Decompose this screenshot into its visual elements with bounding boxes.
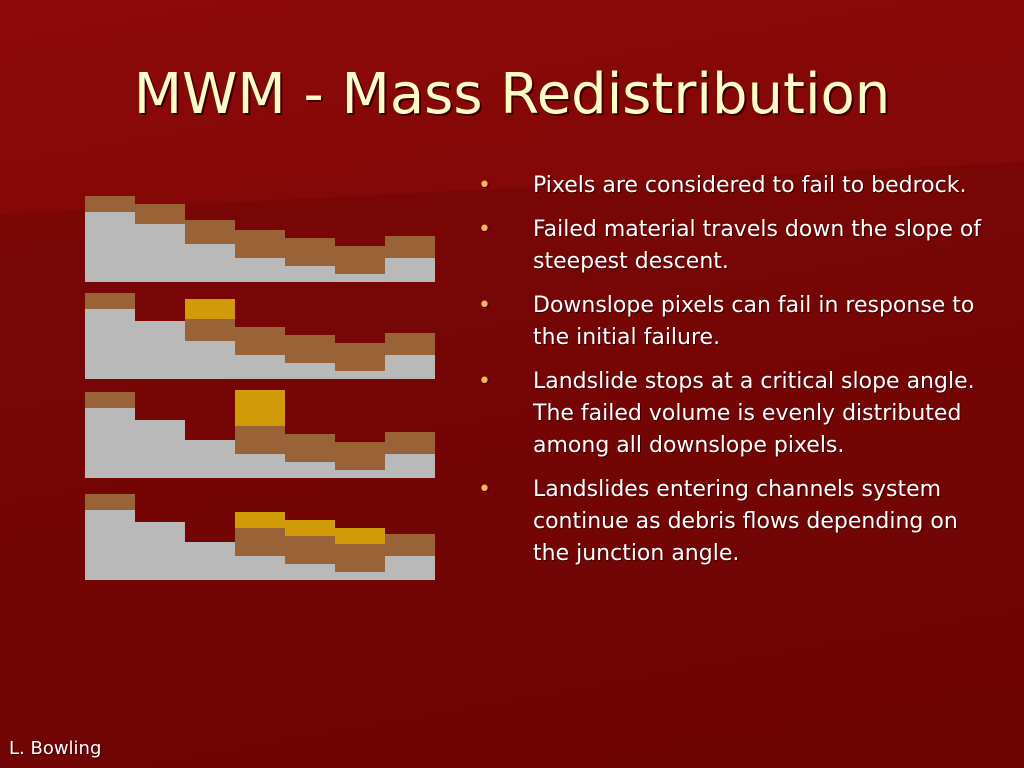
bedrock-cell — [235, 355, 285, 379]
soil-cell — [385, 432, 435, 454]
soil-cell — [285, 536, 335, 564]
bedrock-cell — [185, 440, 235, 478]
bullet-text: Downslope pixels can fail in response to… — [533, 293, 975, 350]
soil-cell — [135, 204, 185, 224]
bedrock-cell — [385, 355, 435, 379]
soil-cell — [185, 220, 235, 244]
soil-cell — [235, 426, 285, 454]
bullet-icon: • — [478, 477, 491, 502]
bedrock-cell — [285, 462, 335, 478]
bedrock-cell — [335, 274, 385, 282]
bedrock-cell — [235, 454, 285, 478]
bullet-text: Failed material travels down the slope o… — [533, 217, 982, 274]
bedrock-cell — [85, 408, 135, 478]
failed-cell — [185, 299, 235, 319]
bullet-item: • Landslides entering channels system con… — [478, 474, 998, 570]
bedrock-cell — [385, 258, 435, 282]
bedrock-cell — [185, 542, 235, 580]
soil-cell — [285, 238, 335, 266]
bedrock-cell — [335, 371, 385, 379]
bullet-text: Landslides entering channels system cont… — [533, 477, 958, 566]
bedrock-cell — [285, 363, 335, 379]
soil-cell — [385, 236, 435, 258]
bedrock-cell — [85, 212, 135, 282]
bedrock-cell — [185, 341, 235, 379]
soil-cell — [85, 392, 135, 408]
bedrock-cell — [235, 556, 285, 580]
failed-cell — [235, 512, 285, 528]
bedrock-cell — [235, 258, 285, 282]
bedrock-cell — [385, 454, 435, 478]
soil-cell — [285, 434, 335, 462]
footer-author: L. Bowling — [9, 738, 102, 759]
bedrock-cell — [385, 556, 435, 580]
bullet-text: Landslide stops at a critical slope angl… — [533, 369, 975, 458]
bullet-list: • Pixels are considered to fail to bedroc… — [478, 170, 998, 582]
bedrock-cell — [135, 321, 185, 379]
soil-cell — [185, 319, 235, 341]
soil-cell — [235, 327, 285, 355]
bedrock-cell — [135, 522, 185, 580]
slope-panel-3 — [85, 390, 435, 478]
soil-cell — [285, 335, 335, 363]
slope-panel-1 — [85, 196, 435, 282]
bullet-icon: • — [478, 217, 491, 242]
soil-cell — [85, 293, 135, 309]
bullet-icon: • — [478, 369, 491, 394]
bullet-text: Pixels are considered to fail to bedrock… — [533, 173, 967, 198]
bullet-item: • Pixels are considered to fail to bedroc… — [478, 170, 998, 202]
soil-cell — [85, 494, 135, 510]
soil-cell — [385, 534, 435, 556]
bedrock-cell — [285, 564, 335, 580]
bullet-item: • Failed material travels down the slope … — [478, 214, 998, 278]
slide-title: MWM - Mass Redistribution — [133, 62, 891, 127]
soil-cell — [85, 196, 135, 212]
bullet-icon: • — [478, 173, 491, 198]
soil-cell — [335, 442, 385, 470]
bullet-item: • Downslope pixels can fail in response t… — [478, 290, 998, 354]
bedrock-cell — [135, 420, 185, 478]
slope-panel-2 — [85, 293, 435, 379]
failed-cell — [235, 390, 285, 426]
bedrock-cell — [185, 244, 235, 282]
bedrock-cell — [135, 224, 185, 282]
soil-cell — [335, 343, 385, 371]
soil-cell — [335, 544, 385, 572]
failed-cell — [335, 528, 385, 544]
slope-panel-4 — [85, 494, 435, 580]
bedrock-cell — [85, 510, 135, 580]
soil-cell — [335, 246, 385, 274]
soil-cell — [235, 528, 285, 556]
failed-cell — [285, 520, 335, 536]
bedrock-cell — [285, 266, 335, 282]
bedrock-cell — [85, 309, 135, 379]
bedrock-cell — [335, 572, 385, 580]
bedrock-cell — [335, 470, 385, 478]
bullet-icon: • — [478, 293, 491, 318]
soil-cell — [385, 333, 435, 355]
bullet-item: • Landslide stops at a critical slope ang… — [478, 366, 998, 462]
soil-cell — [235, 230, 285, 258]
